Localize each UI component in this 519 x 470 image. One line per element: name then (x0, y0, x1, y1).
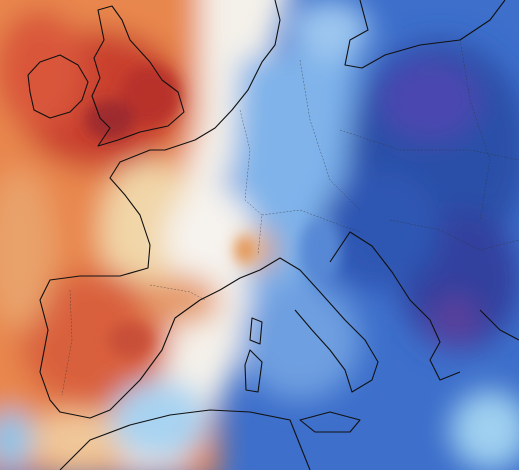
adriatic-balkan-coast (329, 231, 461, 381)
central-border (339, 129, 519, 161)
borders (61, 39, 519, 396)
corsica-coast (249, 317, 263, 345)
ireland-coast (27, 54, 89, 119)
portugal-border (61, 289, 73, 396)
baltic-coast (344, 0, 506, 69)
balkan-border (389, 219, 519, 251)
poland-east-border (459, 39, 491, 221)
north-africa-coast (59, 409, 311, 470)
aegean-coast (479, 309, 519, 341)
germany-east-border (299, 59, 361, 211)
britain-coast (91, 5, 185, 147)
coastlines (27, 0, 519, 470)
field-details (85, 65, 340, 358)
sardinia-coast (244, 349, 263, 393)
france-east-border (239, 109, 263, 256)
mainland-west-coast (39, 0, 379, 419)
alps-border (261, 209, 361, 233)
sicily-coast (299, 411, 361, 433)
